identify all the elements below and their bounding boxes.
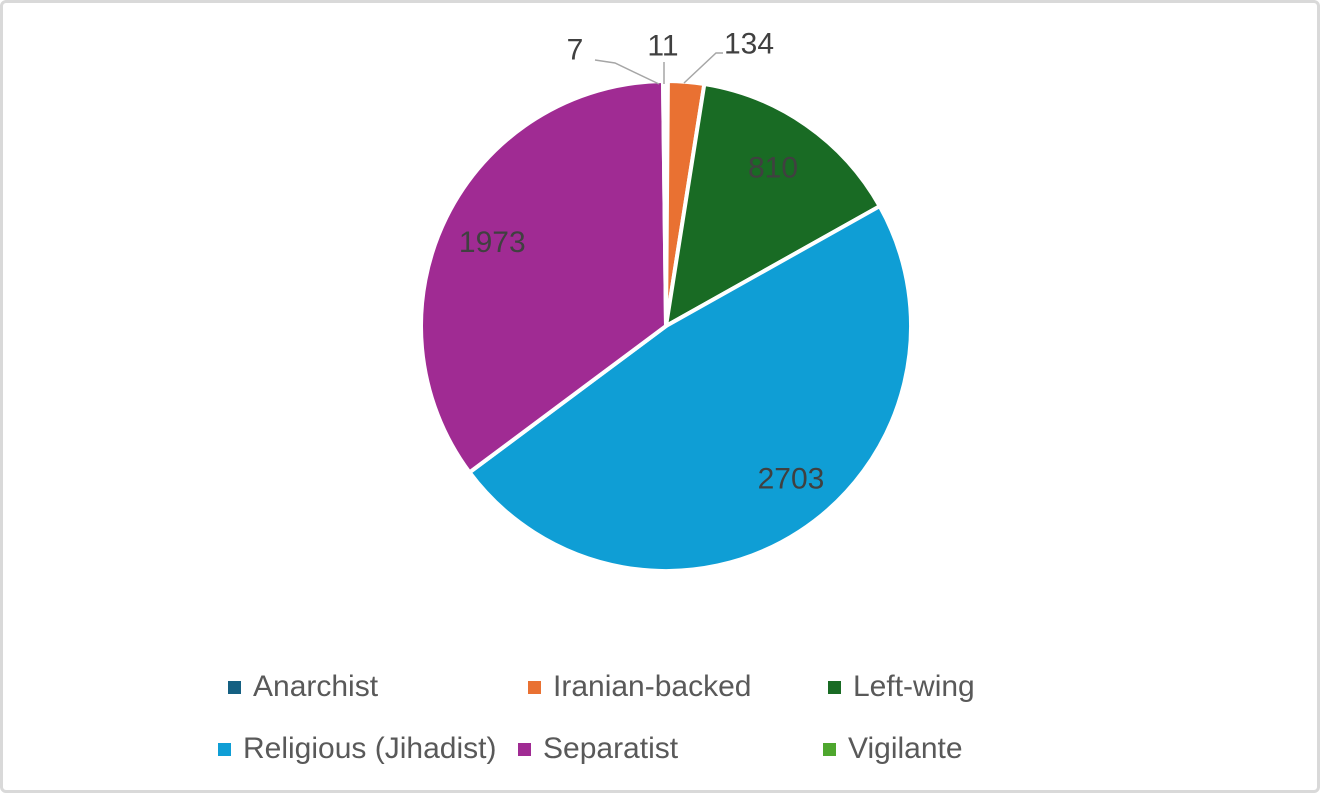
legend-item-separatist[interactable]: Separatist — [518, 734, 678, 764]
legend-item-left-wing[interactable]: Left-wing — [828, 672, 975, 702]
pie-slice-left-wing[interactable] — [663, 81, 883, 330]
pie-chart: 7 134 810 2703 1973 11 — [419, 28, 913, 573]
data-label-religious-jihadist: 2703 — [758, 463, 825, 496]
chart-legend: Anarchist Iranian-backed Left-wing Religiou… — [3, 3, 1317, 790]
legend-swatch-vigilante — [823, 742, 836, 756]
data-label-iranian-backed: 134 — [724, 28, 774, 61]
legend-item-iranian-backed[interactable]: Iranian-backed — [528, 672, 751, 702]
legend-item-anarchist[interactable]: Anarchist — [228, 672, 378, 702]
legend-label-iranian-backed: Iranian-backed — [553, 670, 752, 703]
data-label-separatist: 1973 — [459, 226, 526, 259]
data-label-anarchist: 7 — [567, 34, 584, 67]
legend-item-vigilante[interactable]: Vigilante — [823, 734, 963, 764]
leader-line-anarchist — [594, 59, 660, 85]
legend-swatch-left-wing — [828, 680, 841, 694]
legend-label-anarchist: Anarchist — [253, 670, 379, 703]
pie-slice-separatist[interactable] — [419, 78, 669, 476]
legend-swatch-religious-jihadist — [218, 742, 231, 756]
leader-line-iranian-backed — [683, 52, 723, 84]
legend-label-vigilante: Vigilante — [848, 732, 963, 765]
legend-swatch-anarchist — [228, 680, 241, 694]
legend-label-separatist: Separatist — [543, 732, 679, 765]
data-label-left-wing: 810 — [748, 152, 798, 185]
legend-swatch-separatist — [518, 742, 531, 756]
data-label-vigilante: 11 — [647, 30, 678, 63]
pie-slice-religious-jihadist[interactable] — [466, 203, 913, 573]
legend-swatch-iranian-backed — [528, 680, 541, 694]
legend-label-religious-jihadist: Religious (Jihadist) — [243, 732, 497, 765]
legend-item-religious-jihadist[interactable]: Religious (Jihadist) — [218, 734, 496, 764]
legend-label-left-wing: Left-wing — [853, 670, 975, 703]
